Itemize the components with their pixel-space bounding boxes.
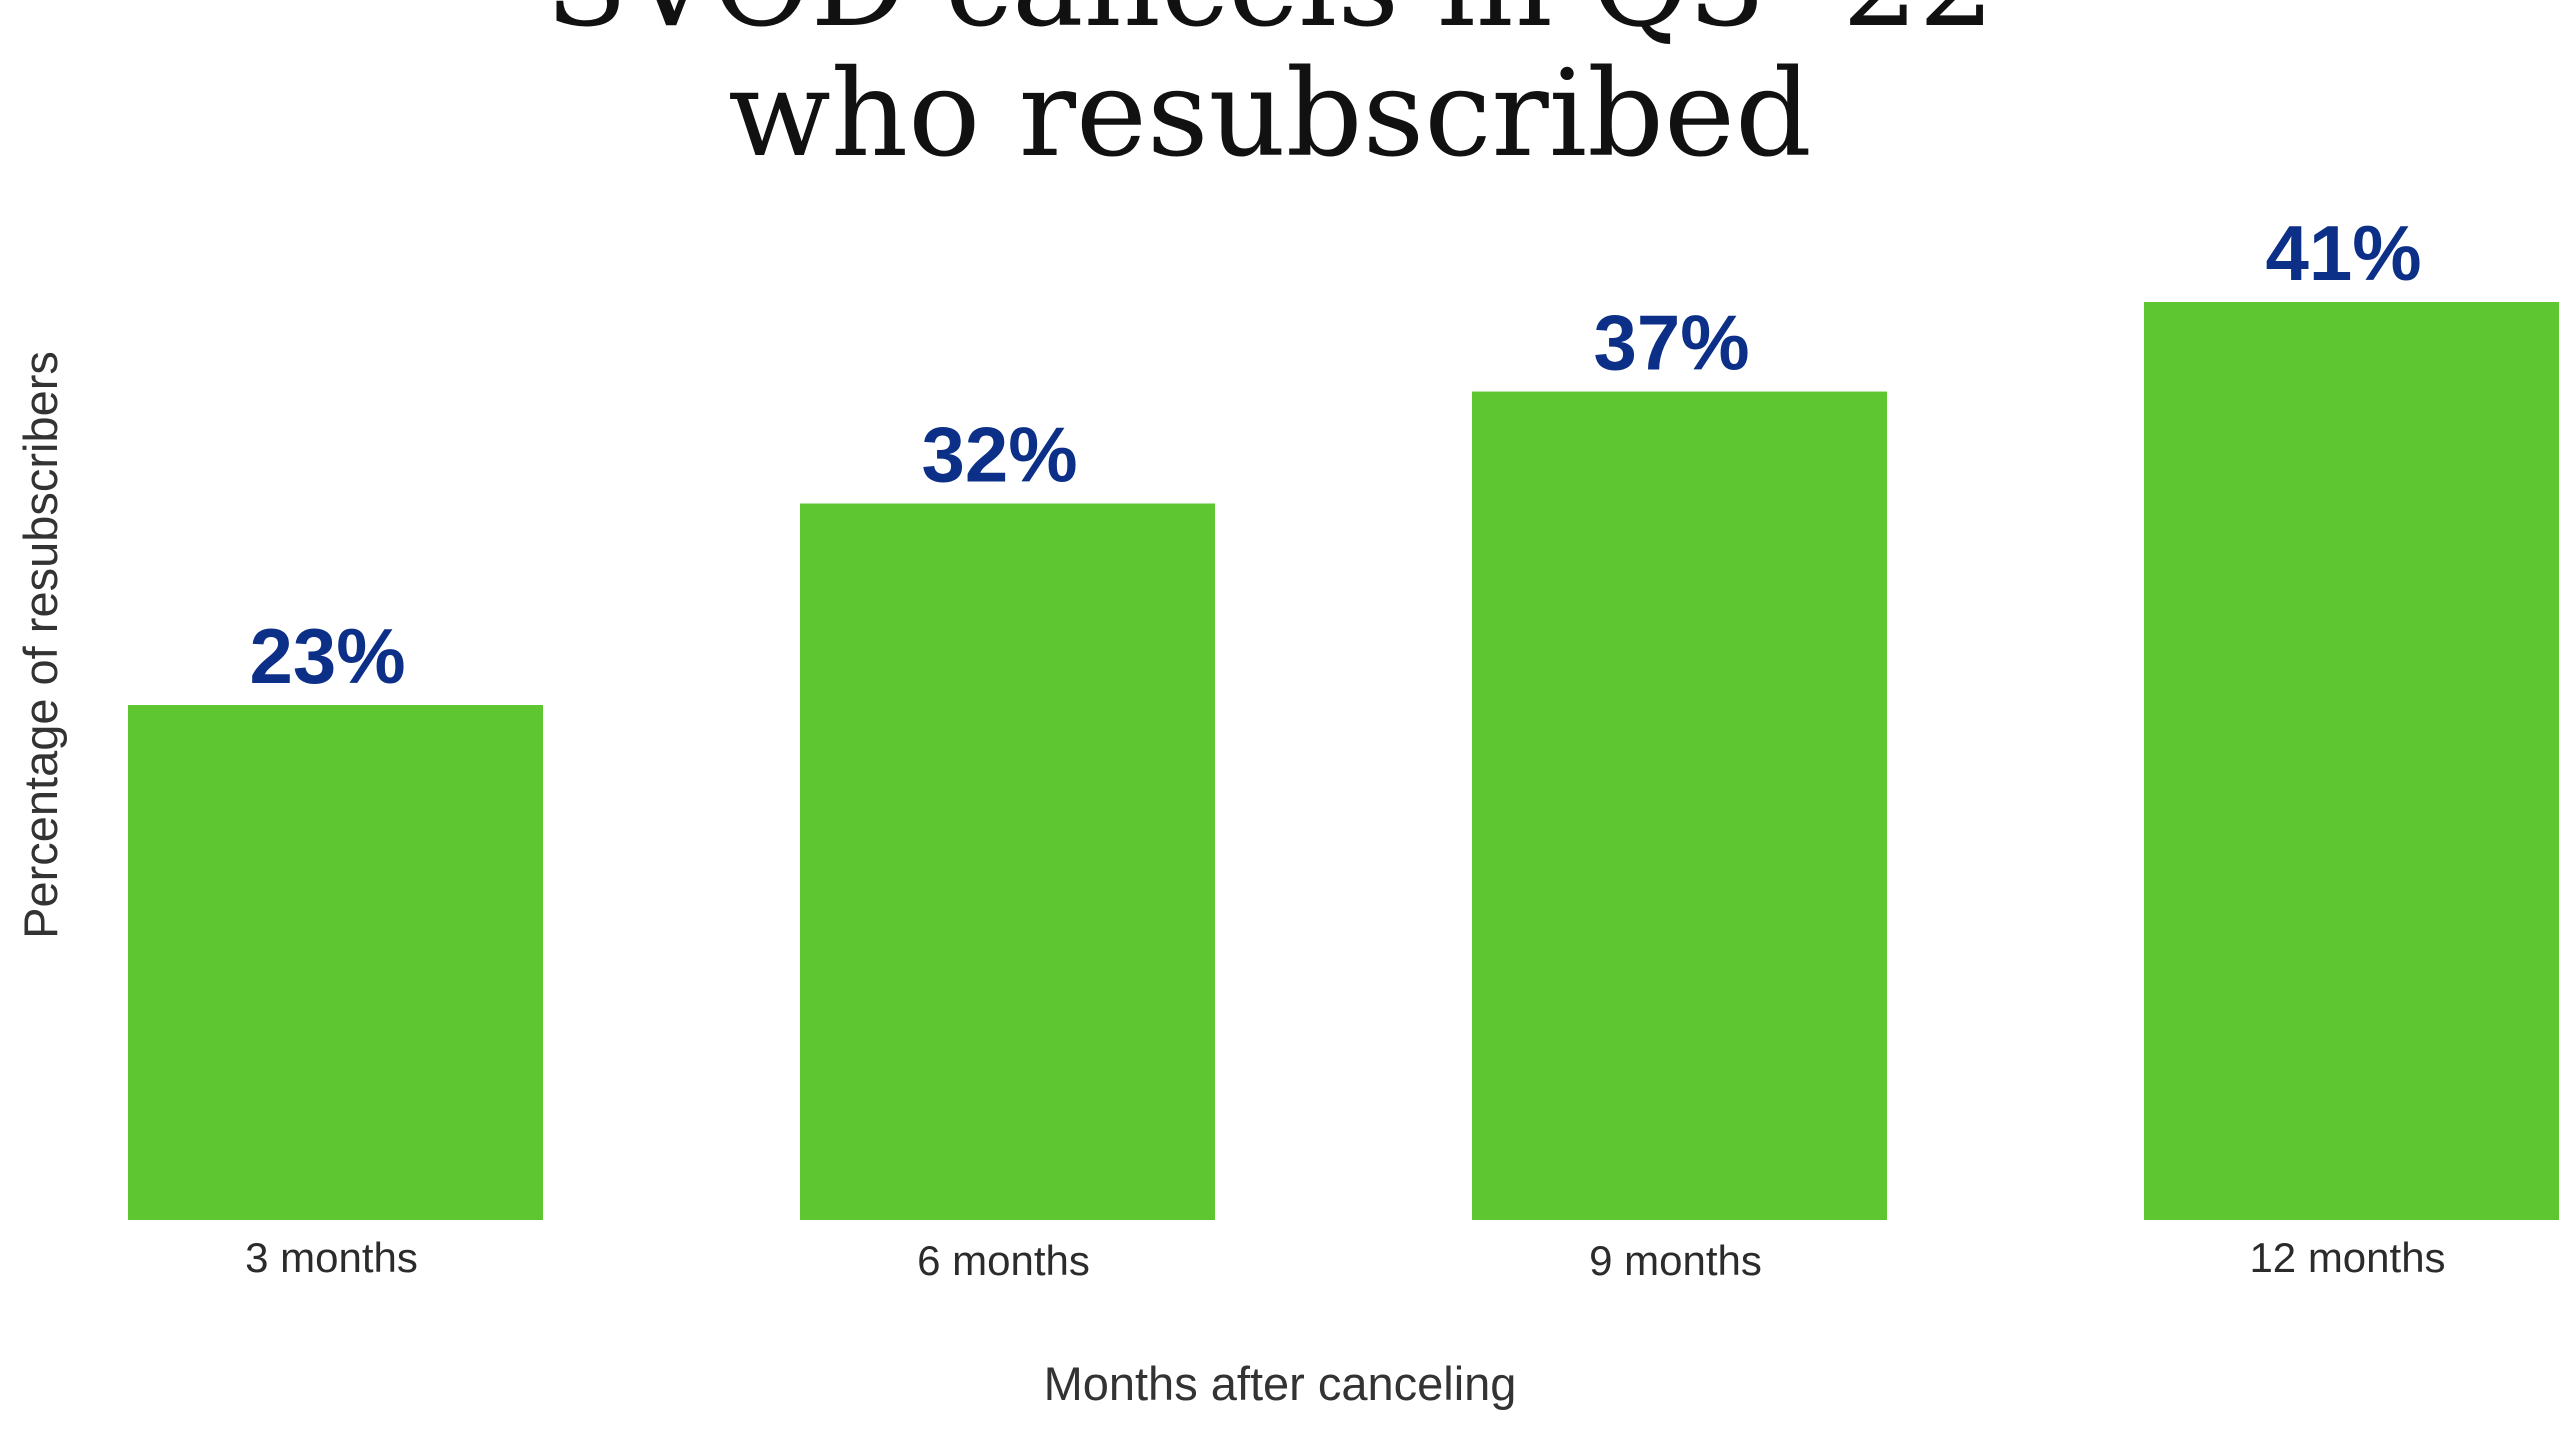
x-tick-label-12-months: 12 months	[2249, 1234, 2445, 1281]
bar-3-months	[128, 705, 543, 1220]
value-label-12-months: 41%	[2265, 209, 2421, 297]
value-label-3-months: 23%	[249, 612, 405, 700]
x-tick-label-9-months: 9 months	[1589, 1237, 1762, 1284]
bars	[128, 302, 2559, 1220]
value-label-9-months: 37%	[1593, 299, 1749, 387]
bar-12-months	[2144, 302, 2559, 1220]
y-axis-label: Percentage of resubscribers	[14, 351, 67, 939]
value-labels: 23% 32% 37% 41%	[249, 209, 2421, 700]
x-axis-tick-labels: 3 months 6 months 9 months 12 months	[245, 1234, 2445, 1284]
x-tick-label-3-months: 3 months	[245, 1234, 418, 1281]
chart-title: SVOD cancels in Q3 ’22 who resubscribed	[545, 0, 1994, 184]
bar-6-months	[800, 503, 1215, 1220]
bar-9-months	[1472, 391, 1887, 1220]
chart-title-line-2: who resubscribed	[728, 45, 1812, 184]
x-axis-label: Months after canceling	[1044, 1357, 1517, 1410]
chart-title-line-1: SVOD cancels in Q3 ’22	[545, 0, 1994, 54]
x-tick-label-6-months: 6 months	[917, 1237, 1090, 1284]
value-label-6-months: 32%	[921, 411, 1077, 499]
